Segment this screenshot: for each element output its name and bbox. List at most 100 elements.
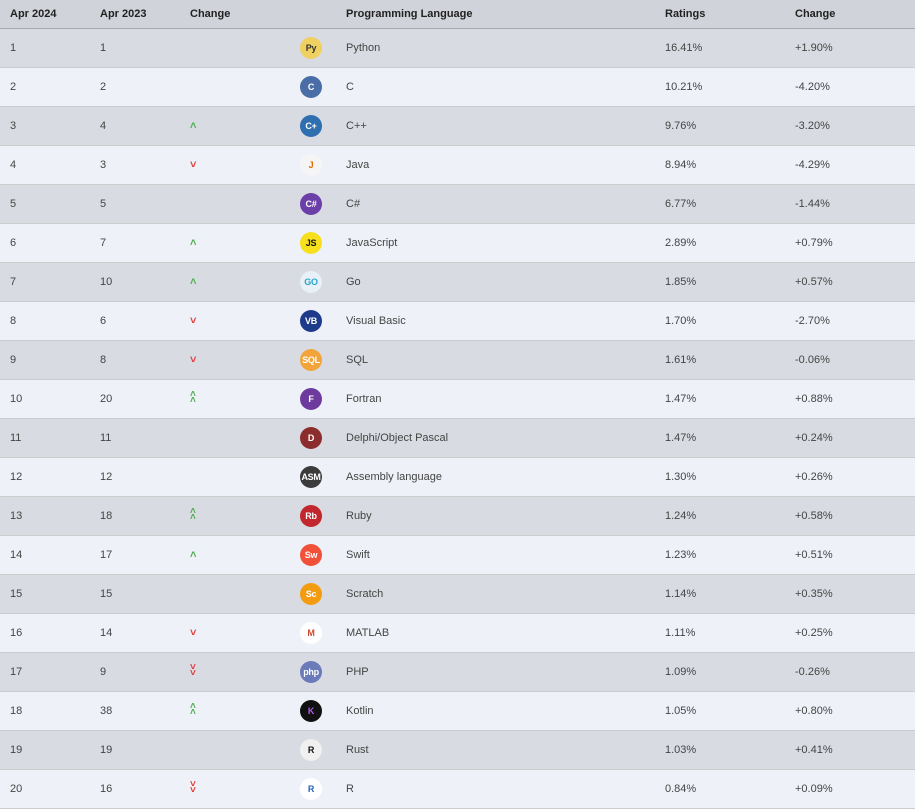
cell-icon: Sw [290, 536, 336, 575]
cell-rank23: 9 [90, 653, 180, 692]
col-header-pct: Change [785, 0, 915, 29]
cell-icon: C+ [290, 107, 336, 146]
cell-rank23: 3 [90, 146, 180, 185]
cell-language: SQL [336, 341, 655, 380]
table-header-row: Apr 2024 Apr 2023 Change Programming Lan… [0, 0, 915, 29]
cell-ratings: 1.03% [655, 731, 785, 770]
cell-ratings: 1.61% [655, 341, 785, 380]
cell-change [180, 419, 290, 458]
cell-icon: C [290, 68, 336, 107]
cell-rank24: 19 [0, 731, 90, 770]
cell-rank23: 1 [90, 29, 180, 68]
cell-icon: Rb [290, 497, 336, 536]
cell-icon: K [290, 692, 336, 731]
cell-change: ˄˄ [180, 692, 290, 731]
cell-change: ˅ [180, 146, 290, 185]
arrow-down-icon: ˅ [190, 629, 196, 637]
col-header-lang: Programming Language [336, 0, 655, 29]
cell-icon: php [290, 653, 336, 692]
java-icon: J [300, 154, 322, 176]
cell-rank24: 3 [0, 107, 90, 146]
cell-language: Kotlin [336, 692, 655, 731]
cell-icon: M [290, 614, 336, 653]
cell-rank24: 9 [0, 341, 90, 380]
table-row: 34˄C+C++9.76%-3.20% [0, 107, 915, 146]
cell-change: ˅ [180, 302, 290, 341]
cell-rank24: 4 [0, 146, 90, 185]
cell-change: ˄˄ [180, 497, 290, 536]
cell-ratings: 1.09% [655, 653, 785, 692]
arrow-down-icon: ˅ [190, 317, 196, 325]
cell-icon: JS [290, 224, 336, 263]
cell-pct-change: +0.25% [785, 614, 915, 653]
table-row: 1318˄˄RbRuby1.24%+0.58% [0, 497, 915, 536]
cell-icon: Sc [290, 575, 336, 614]
cell-icon: VB [290, 302, 336, 341]
cell-rank23: 10 [90, 263, 180, 302]
cell-language: R [336, 770, 655, 809]
cell-ratings: 1.05% [655, 692, 785, 731]
cell-rank24: 1 [0, 29, 90, 68]
col-header-rank23: Apr 2023 [90, 0, 180, 29]
table-row: 55C#C#6.77%-1.44% [0, 185, 915, 224]
cell-rank23: 7 [90, 224, 180, 263]
cell-pct-change: -0.06% [785, 341, 915, 380]
cell-ratings: 8.94% [655, 146, 785, 185]
cell-change [180, 575, 290, 614]
cell-language: Scratch [336, 575, 655, 614]
cell-rank23: 4 [90, 107, 180, 146]
delphi-icon: D [300, 427, 322, 449]
cell-icon: Py [290, 29, 336, 68]
cell-rank23: 18 [90, 497, 180, 536]
table-row: 11PyPython16.41%+1.90% [0, 29, 915, 68]
cell-pct-change: -2.70% [785, 302, 915, 341]
cell-rank24: 20 [0, 770, 90, 809]
cell-icon: F [290, 380, 336, 419]
cell-pct-change: +0.35% [785, 575, 915, 614]
cell-change: ˄˄ [180, 380, 290, 419]
cell-rank23: 16 [90, 770, 180, 809]
cell-rank24: 13 [0, 497, 90, 536]
cell-pct-change: -4.29% [785, 146, 915, 185]
cell-pct-change: +0.79% [785, 224, 915, 263]
cell-ratings: 10.21% [655, 68, 785, 107]
cell-pct-change: +0.57% [785, 263, 915, 302]
table-row: 1111DDelphi/Object Pascal1.47%+0.24% [0, 419, 915, 458]
cell-ratings: 1.47% [655, 419, 785, 458]
cell-ratings: 9.76% [655, 107, 785, 146]
cell-language: Swift [336, 536, 655, 575]
cell-language: PHP [336, 653, 655, 692]
cell-rank23: 5 [90, 185, 180, 224]
cell-pct-change: +0.26% [785, 458, 915, 497]
arrow-down-icon: ˅ [190, 161, 196, 169]
arrow-down-icon: ˅ [190, 356, 196, 364]
csharp-icon: C# [300, 193, 322, 215]
cell-icon: R [290, 770, 336, 809]
arrow-down-double-icon: ˅˅ [190, 782, 196, 794]
cell-language: C [336, 68, 655, 107]
cell-change: ˅ [180, 614, 290, 653]
cell-pct-change: -0.26% [785, 653, 915, 692]
kotlin-icon: K [300, 700, 322, 722]
cell-rank23: 14 [90, 614, 180, 653]
cell-rank23: 11 [90, 419, 180, 458]
table-row: 1212ASMAssembly language1.30%+0.26% [0, 458, 915, 497]
table-row: 1020˄˄FFortran1.47%+0.88% [0, 380, 915, 419]
cell-change [180, 731, 290, 770]
col-header-icon [290, 0, 336, 29]
cell-ratings: 2.89% [655, 224, 785, 263]
sql-icon: SQL [300, 349, 322, 371]
cell-rank23: 19 [90, 731, 180, 770]
cell-ratings: 1.23% [655, 536, 785, 575]
cell-icon: GO [290, 263, 336, 302]
cell-change: ˄ [180, 536, 290, 575]
swift-icon: Sw [300, 544, 322, 566]
matlab-icon: M [300, 622, 322, 644]
table-row: 1614˅MMATLAB1.11%+0.25% [0, 614, 915, 653]
cell-rank23: 20 [90, 380, 180, 419]
cell-rank24: 12 [0, 458, 90, 497]
cell-pct-change: -1.44% [785, 185, 915, 224]
cell-language: Assembly language [336, 458, 655, 497]
table-row: 179˅˅phpPHP1.09%-0.26% [0, 653, 915, 692]
col-header-change: Change [180, 0, 290, 29]
